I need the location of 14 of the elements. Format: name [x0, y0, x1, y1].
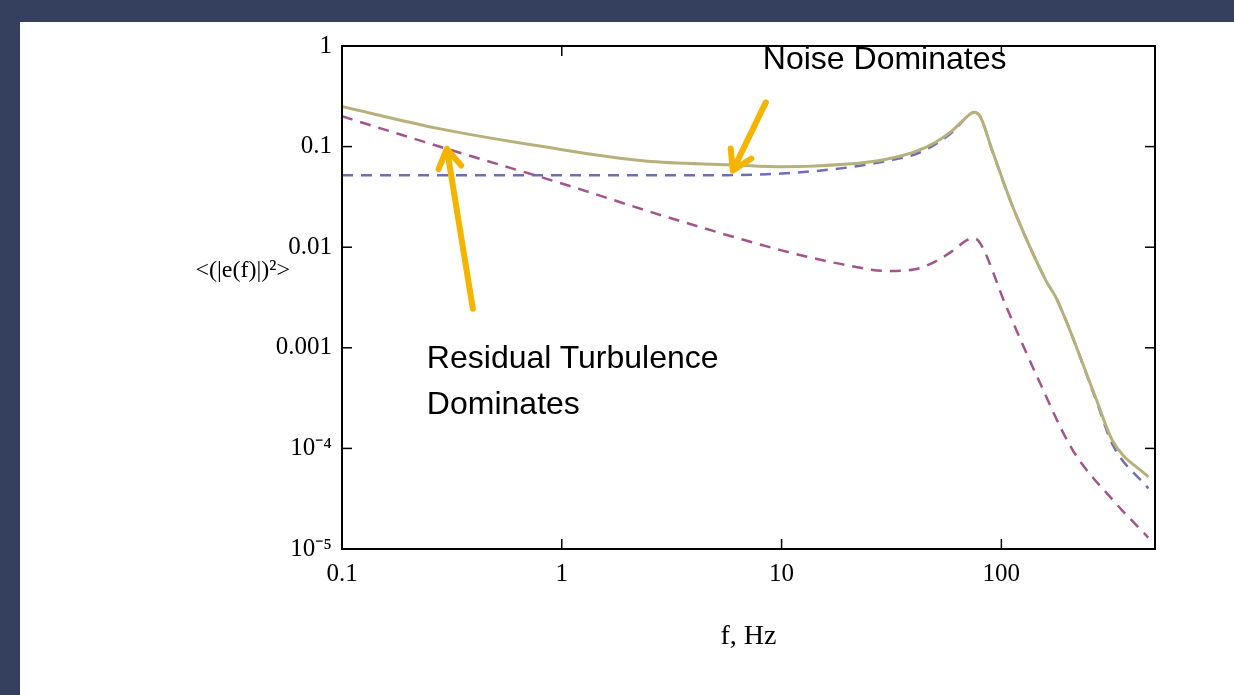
- y-tick-label: 10⁻⁵: [290, 533, 332, 561]
- y-axis-title: <(|e(f)|)²>: [195, 256, 290, 283]
- x-tick-label: 100: [982, 558, 1021, 586]
- y-tick-label: 0.1: [300, 131, 332, 159]
- y-tick-label: 1: [319, 30, 332, 58]
- x-tick-label: 10: [769, 558, 795, 586]
- x-tick-label: 1: [555, 558, 569, 586]
- y-tick-label: 0.001: [275, 332, 332, 360]
- annotation: Noise Dominates: [762, 39, 1008, 79]
- y-tick-label: 0.01: [288, 231, 332, 259]
- x-axis-title: f, Hz: [720, 618, 777, 650]
- annotation: Residual Turbulence Dominates: [426, 337, 720, 423]
- y-tick-label: 10⁻⁴: [290, 432, 333, 460]
- x-tick-label: 0.1: [326, 558, 358, 586]
